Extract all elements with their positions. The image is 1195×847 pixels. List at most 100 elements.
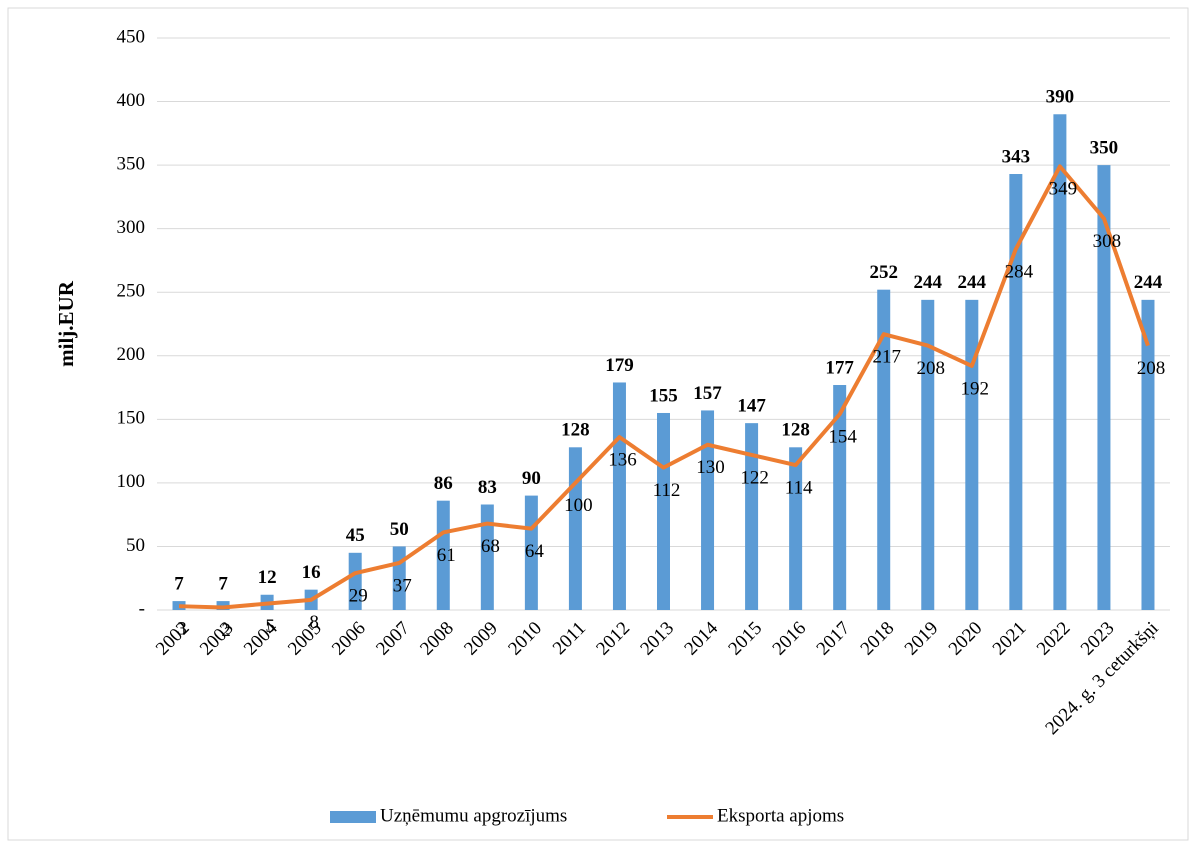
chart-frame (7, 7, 1189, 841)
x-tick-label: 2022 (1033, 618, 1075, 660)
line-value-label: 154 (828, 427, 857, 448)
line-value-label: 100 (564, 495, 593, 516)
line-value-label: 29 (349, 585, 368, 606)
bar-value-label: 157 (693, 383, 722, 404)
line-value-label: 112 (653, 480, 681, 501)
y-tick-label: 100 (117, 471, 146, 492)
bar-value-label: 179 (605, 355, 634, 376)
bar-value-label: 244 (958, 272, 987, 293)
bar-value-label: 390 (1046, 87, 1075, 108)
y-tick-label: 300 (117, 217, 146, 238)
line-value-label: 308 (1093, 231, 1122, 252)
bar-value-label: 83 (478, 477, 497, 498)
bar (172, 601, 186, 610)
y-tick-label: 400 (117, 90, 146, 111)
x-tick-label: 2010 (504, 618, 546, 660)
bar-value-label: 252 (869, 262, 898, 283)
y-axis-label: milj.EUR (54, 280, 78, 367)
y-tick-label: 200 (117, 344, 146, 365)
bar (1009, 174, 1023, 610)
y-tick-label: 150 (117, 408, 146, 429)
y-tick-label: - (139, 598, 145, 619)
line-value-label: 8 (309, 612, 319, 633)
bar (877, 289, 891, 610)
x-tick-label: 2019 (901, 618, 943, 660)
bar (789, 447, 803, 610)
y-tick-label: 450 (117, 26, 146, 47)
bar (436, 500, 450, 610)
x-tick-label: 2006 (328, 618, 370, 660)
bar (1097, 165, 1111, 610)
legend-label: Eksporta apjoms (717, 805, 844, 826)
bar-value-label: 147 (737, 396, 766, 417)
line-value-label: 217 (872, 347, 901, 368)
bar (1141, 299, 1155, 610)
x-tick-label: 2017 (813, 618, 855, 660)
line-value-label: 64 (525, 541, 545, 562)
bar-value-label: 7 (174, 573, 184, 594)
x-tick-label: 2011 (549, 618, 590, 659)
x-tick-label: 2004 (240, 617, 282, 659)
line-value-label: 114 (785, 477, 813, 498)
x-tick-label: 2021 (989, 618, 1031, 660)
line-value-label: 136 (608, 449, 637, 470)
bar-value-label: 155 (649, 385, 678, 406)
bar (568, 447, 582, 610)
bar-value-label: 90 (522, 468, 541, 489)
bar-value-label: 244 (1134, 272, 1163, 293)
legend-swatch (330, 811, 376, 823)
x-tick-label: 2008 (416, 618, 458, 660)
bar (745, 423, 759, 610)
line-value-label: 349 (1049, 179, 1078, 200)
line-value-label: 61 (437, 545, 456, 566)
bar-value-label: 128 (561, 420, 590, 441)
bar (1053, 114, 1067, 611)
x-tick-label: 2002 (152, 618, 194, 660)
x-tick-label: 2015 (724, 618, 766, 660)
line (178, 164, 1150, 610)
bar-value-label: 128 (781, 420, 810, 441)
bar (348, 552, 362, 610)
line-value-label: 284 (1005, 261, 1034, 282)
bar (701, 410, 715, 610)
bar-value-label: 50 (390, 519, 409, 540)
y-tick-label: 350 (117, 153, 146, 174)
bar-value-label: 86 (434, 473, 453, 494)
line-value-label: 122 (740, 467, 769, 488)
line-value-label: 3 (177, 619, 187, 640)
bar (612, 382, 626, 610)
x-tick-label: 2009 (460, 618, 502, 660)
bar (965, 299, 979, 610)
x-tick-label: 2018 (857, 618, 899, 660)
bar (833, 385, 847, 610)
x-tick-label: 2012 (592, 618, 634, 660)
line-value-label: 37 (393, 575, 412, 596)
line-value-label: 192 (961, 378, 990, 399)
line-value-label: 208 (1137, 358, 1166, 379)
bar-value-label: 177 (825, 357, 854, 378)
line-value-label: 2 (221, 620, 231, 641)
line-value-label: 208 (917, 358, 946, 379)
y-tick-label: 50 (126, 535, 145, 556)
bar (921, 299, 935, 610)
line-value-label: 130 (696, 457, 725, 478)
bar-value-label: 343 (1002, 146, 1031, 167)
bar (657, 412, 670, 610)
x-tick-label: 2016 (769, 618, 811, 660)
line-value-label: 5 (265, 616, 275, 637)
legend-label: Uzņēmumu apgrozījums (380, 805, 567, 826)
x-tick-label: 2007 (372, 618, 414, 660)
x-tick-label: 2014 (680, 617, 722, 659)
bar-value-label: 45 (346, 525, 365, 546)
bar (480, 504, 494, 610)
bar-value-label: 16 (302, 562, 321, 583)
bar-value-label: 7 (218, 573, 228, 594)
x-tick-label: 2013 (636, 618, 678, 660)
bar-value-label: 244 (914, 272, 943, 293)
x-tick-label: 2020 (945, 618, 987, 660)
x-tick-label: 2005 (284, 618, 326, 660)
line-value-label: 68 (481, 536, 500, 557)
x-tick-label: 2003 (196, 618, 238, 660)
y-tick-label: 250 (117, 281, 146, 302)
